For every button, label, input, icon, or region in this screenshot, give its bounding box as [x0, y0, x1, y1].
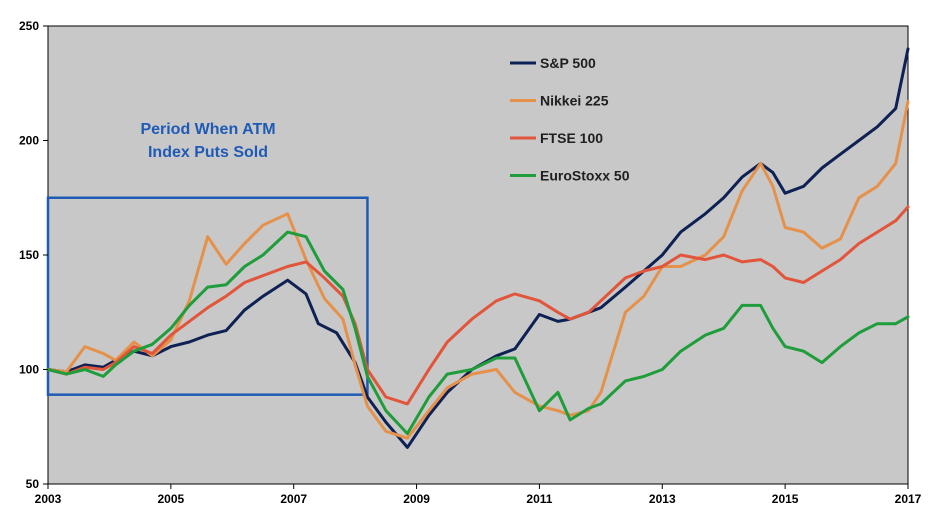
y-tick-label: 250 [19, 19, 39, 33]
annotation-group: Period When ATM Index Puts Sold [46, 121, 369, 396]
x-tick-label: 2013 [649, 492, 676, 506]
x-tick-label: 2003 [35, 492, 62, 506]
y-tick-label: 200 [19, 134, 39, 148]
legend: S&P 500 Nikkei 225 FTSE 100 EuroStoxx 50 [510, 55, 630, 184]
annotation-region-box [46, 196, 369, 396]
x-tick-label: 2005 [158, 492, 185, 506]
x-tick-label: 2017 [895, 492, 922, 506]
series-line-4 [46, 230, 910, 436]
x-tick-label: 2011 [526, 492, 552, 506]
y-tick-label: 100 [19, 363, 39, 377]
series-line-3 [46, 205, 910, 406]
annotation-text-line-2: Index Puts Sold [148, 144, 268, 161]
axes-group: 50 100 150 200 250 2003 2005 2007 2009 2011 2013 20… [19, 19, 922, 506]
legend-label: Nikkei 225 [540, 93, 609, 109]
legend-label: FTSE 100 [540, 130, 603, 146]
annotation-text-line-1: Period When ATM [140, 121, 275, 138]
legend-label: EuroStoxx 50 [540, 168, 630, 184]
plot-area [47, 25, 909, 485]
y-tick-label: 150 [19, 248, 39, 262]
x-tick-label: 2007 [280, 492, 307, 506]
legend-label: S&P 500 [540, 55, 596, 71]
series-group [46, 47, 910, 449]
y-tick-label: 50 [26, 477, 40, 491]
x-tick-label: 2009 [403, 492, 430, 506]
x-tick-label: 2015 [772, 492, 799, 506]
